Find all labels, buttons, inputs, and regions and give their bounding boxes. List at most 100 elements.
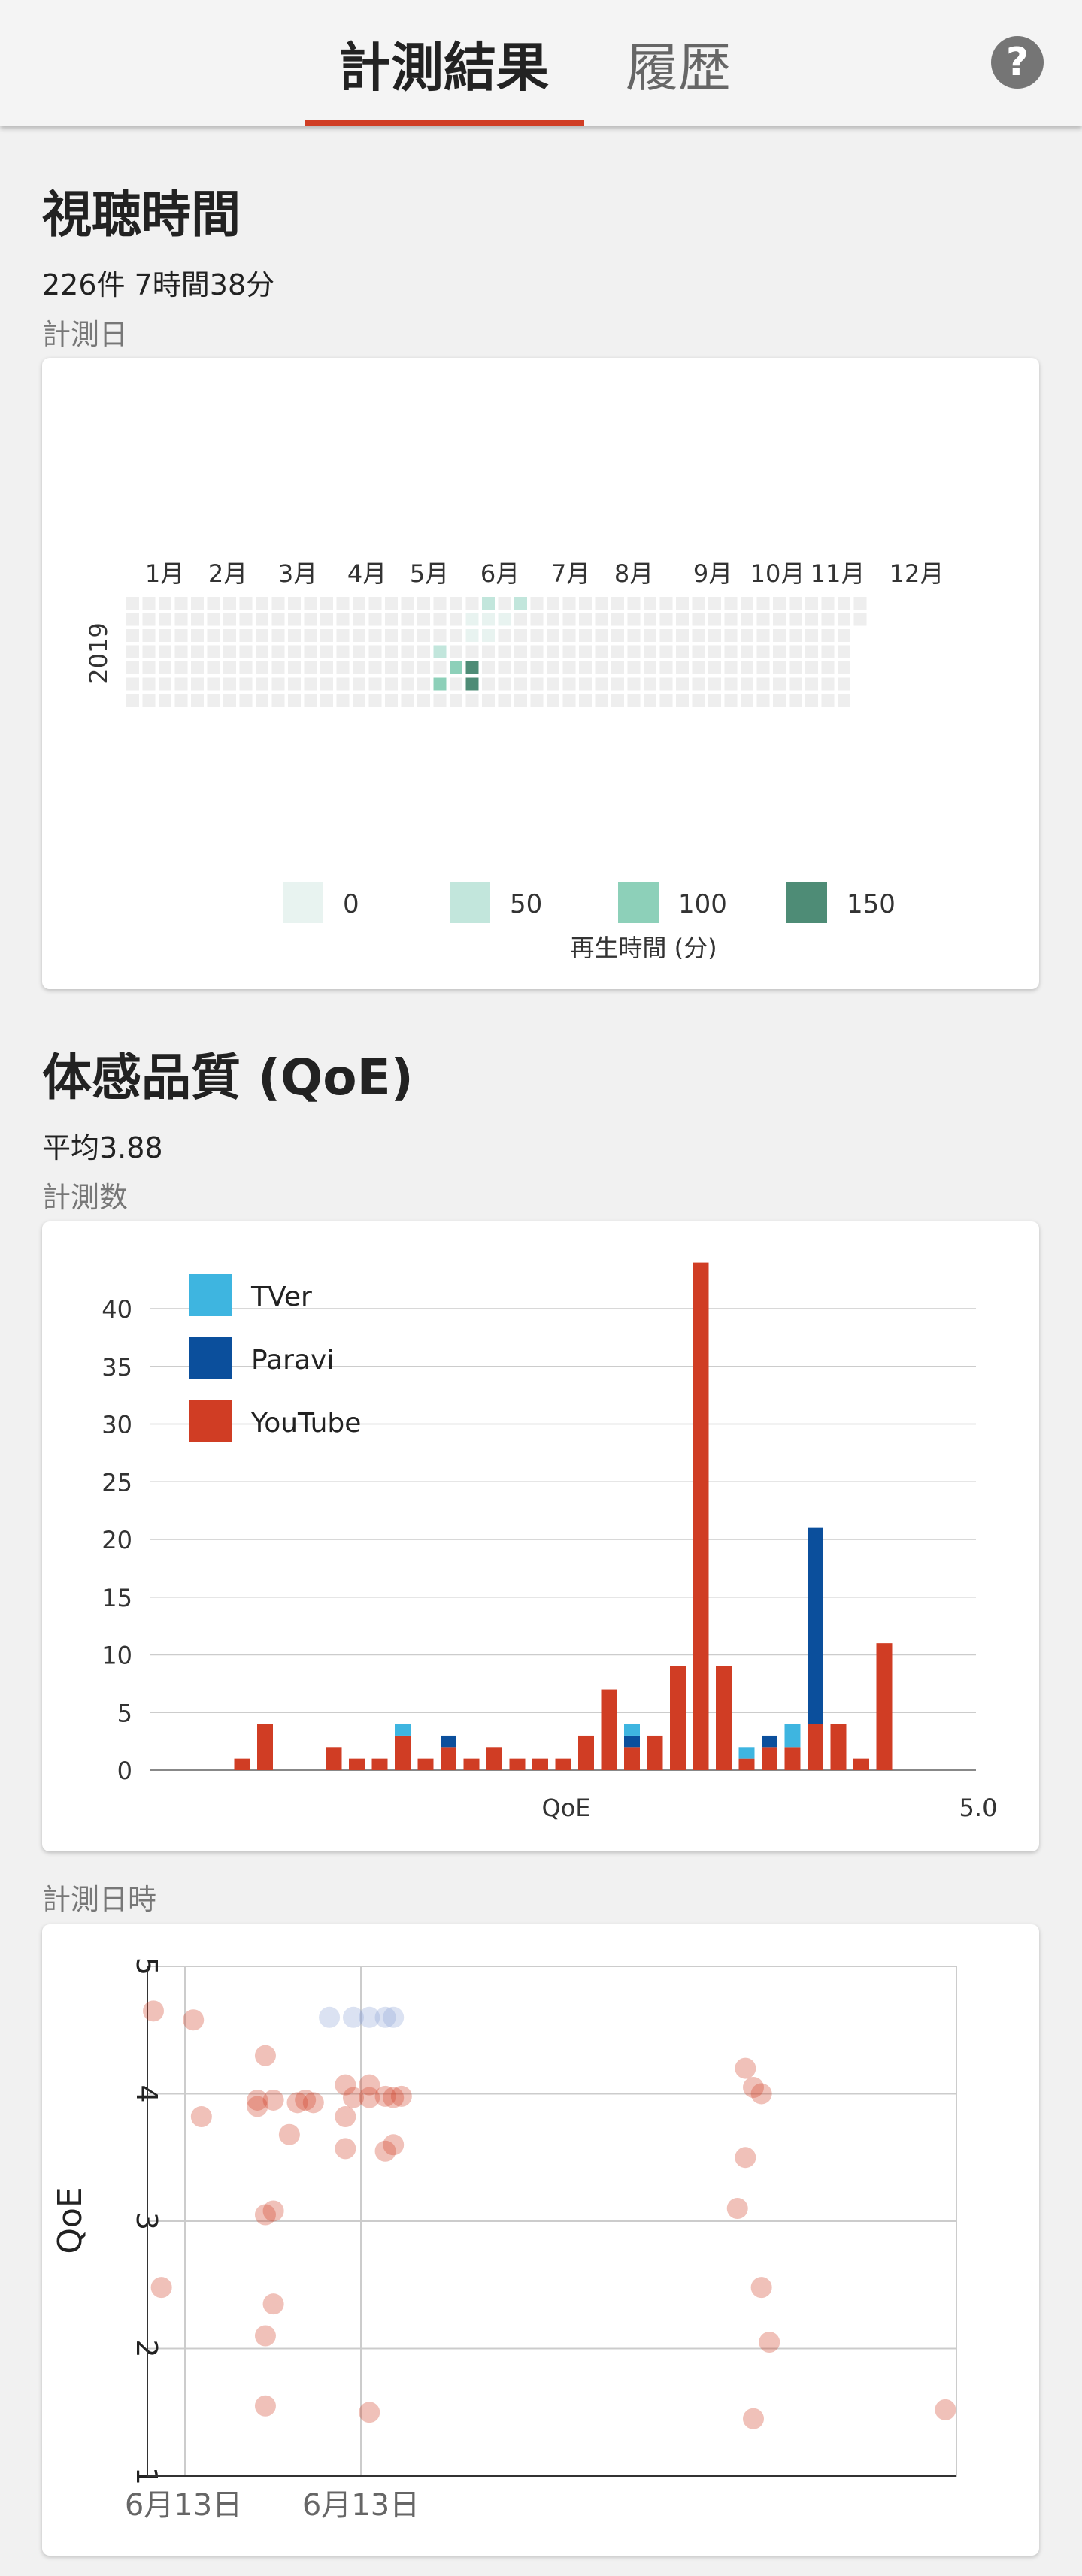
- heatmap-day-cell[interactable]: [659, 629, 673, 642]
- scatter-point-youtube[interactable]: [262, 2200, 284, 2222]
- heatmap-day-cell[interactable]: [465, 629, 479, 642]
- heatmap-day-cell[interactable]: [562, 645, 576, 658]
- heatmap-day-cell[interactable]: [579, 661, 592, 674]
- heatmap-day-cell[interactable]: [142, 661, 156, 674]
- heatmap-day-cell[interactable]: [821, 613, 835, 626]
- heatmap-day-cell[interactable]: [627, 629, 641, 642]
- heatmap-day-cell[interactable]: [223, 613, 236, 626]
- heatmap-day-cell[interactable]: [498, 645, 511, 658]
- scatter-point-youtube[interactable]: [743, 2408, 764, 2429]
- heatmap-day-cell[interactable]: [223, 629, 236, 642]
- heatmap-day-cell[interactable]: [838, 661, 850, 674]
- heatmap-day-cell[interactable]: [142, 629, 156, 642]
- heatmap-day-cell[interactable]: [126, 661, 139, 674]
- heatmap-day-cell[interactable]: [385, 629, 398, 642]
- heatmap-day-cell[interactable]: [126, 613, 139, 626]
- heatmap-day-cell[interactable]: [126, 677, 139, 691]
- heatmap-day-cell[interactable]: [304, 613, 317, 626]
- heatmap-day-cell[interactable]: [288, 645, 301, 658]
- heatmap-day-cell[interactable]: [579, 597, 592, 610]
- scatter-point-youtube[interactable]: [262, 2089, 284, 2111]
- heatmap-day-cell[interactable]: [433, 645, 447, 658]
- heatmap-day-cell[interactable]: [239, 613, 253, 626]
- heatmap-day-cell[interactable]: [385, 613, 398, 626]
- heatmap-day-cell[interactable]: [611, 661, 624, 674]
- heatmap-day-cell[interactable]: [159, 694, 171, 707]
- heatmap-day-cell[interactable]: [239, 597, 253, 610]
- heatmap-day-cell[interactable]: [547, 597, 559, 610]
- heatmap-day-cell[interactable]: [627, 597, 641, 610]
- heatmap-day-cell[interactable]: [562, 661, 576, 674]
- scatter-point-youtube[interactable]: [262, 2293, 284, 2315]
- heatmap-day-cell[interactable]: [644, 677, 656, 691]
- heatmap-day-cell[interactable]: [579, 613, 592, 626]
- scatter-point-youtube[interactable]: [335, 2074, 356, 2096]
- heatmap-day-cell[interactable]: [708, 613, 721, 626]
- heatmap-day-cell[interactable]: [627, 661, 641, 674]
- scatter-point-youtube[interactable]: [390, 2085, 412, 2107]
- scatter-point-youtube[interactable]: [750, 2277, 772, 2299]
- heatmap-day-cell[interactable]: [659, 645, 673, 658]
- heatmap-day-cell[interactable]: [644, 694, 656, 707]
- help-icon[interactable]: ?: [991, 36, 1044, 89]
- heatmap-day-cell[interactable]: [207, 613, 220, 626]
- scatter-point-youtube[interactable]: [247, 2096, 268, 2117]
- heatmap-day-cell[interactable]: [530, 645, 544, 658]
- heatmap-day-cell[interactable]: [385, 694, 398, 707]
- heatmap-day-cell[interactable]: [288, 597, 301, 610]
- heatmap-day-cell[interactable]: [547, 694, 559, 707]
- heatmap-day-cell[interactable]: [433, 597, 447, 610]
- heatmap-day-cell[interactable]: [482, 677, 495, 691]
- heatmap-day-cell[interactable]: [838, 597, 850, 610]
- scatter-point-paravi[interactable]: [374, 2006, 396, 2028]
- heatmap-day-cell[interactable]: [465, 597, 479, 610]
- heatmap-day-cell[interactable]: [223, 694, 236, 707]
- scatter-point-youtube[interactable]: [335, 2138, 356, 2160]
- heatmap-day-cell[interactable]: [368, 597, 382, 610]
- tab-results[interactable]: 計測結果: [338, 37, 549, 98]
- heatmap-day-cell[interactable]: [756, 597, 770, 610]
- heatmap-day-cell[interactable]: [450, 645, 462, 658]
- heatmap-day-cell[interactable]: [159, 645, 171, 658]
- heatmap-day-cell[interactable]: [498, 694, 511, 707]
- heatmap-day-cell[interactable]: [595, 629, 608, 642]
- heatmap-day-cell[interactable]: [708, 661, 721, 674]
- heatmap-day-cell[interactable]: [724, 629, 738, 642]
- heatmap-day-cell[interactable]: [288, 694, 301, 707]
- heatmap-day-cell[interactable]: [336, 597, 350, 610]
- heatmap-day-cell[interactable]: [482, 613, 495, 626]
- heatmap-day-cell[interactable]: [304, 694, 317, 707]
- heatmap-day-cell[interactable]: [239, 629, 253, 642]
- scatter-point-youtube[interactable]: [374, 2085, 396, 2107]
- heatmap-day-cell[interactable]: [353, 613, 365, 626]
- heatmap-day-cell[interactable]: [789, 597, 802, 610]
- scatter-point-youtube[interactable]: [935, 2399, 956, 2420]
- heatmap-day-cell[interactable]: [465, 645, 479, 658]
- heatmap-day-cell[interactable]: [207, 645, 220, 658]
- scatter-point-youtube[interactable]: [343, 2087, 364, 2108]
- heatmap-day-cell[interactable]: [773, 677, 786, 691]
- heatmap-day-cell[interactable]: [789, 694, 802, 707]
- heatmap-day-cell[interactable]: [465, 694, 479, 707]
- heatmap-day-cell[interactable]: [368, 629, 382, 642]
- heatmap-day-cell[interactable]: [417, 677, 430, 691]
- heatmap-day-cell[interactable]: [498, 613, 511, 626]
- heatmap-day-cell[interactable]: [353, 661, 365, 674]
- heatmap-day-cell[interactable]: [756, 629, 770, 642]
- heatmap-day-cell[interactable]: [417, 694, 430, 707]
- heatmap-day-cell[interactable]: [611, 645, 624, 658]
- heatmap-day-cell[interactable]: [498, 597, 511, 610]
- heatmap-day-cell[interactable]: [659, 597, 673, 610]
- heatmap-day-cell[interactable]: [482, 645, 495, 658]
- heatmap-day-cell[interactable]: [741, 597, 753, 610]
- heatmap-day-cell[interactable]: [239, 677, 253, 691]
- heatmap-day-cell[interactable]: [385, 661, 398, 674]
- heatmap-day-cell[interactable]: [514, 677, 527, 691]
- heatmap-day-cell[interactable]: [595, 677, 608, 691]
- heatmap-day-cell[interactable]: [207, 661, 220, 674]
- heatmap-day-cell[interactable]: [530, 597, 544, 610]
- scatter-point-youtube[interactable]: [759, 2332, 780, 2354]
- heatmap-day-cell[interactable]: [611, 613, 624, 626]
- heatmap-day-cell[interactable]: [514, 613, 527, 626]
- scatter-point-youtube[interactable]: [190, 2106, 212, 2128]
